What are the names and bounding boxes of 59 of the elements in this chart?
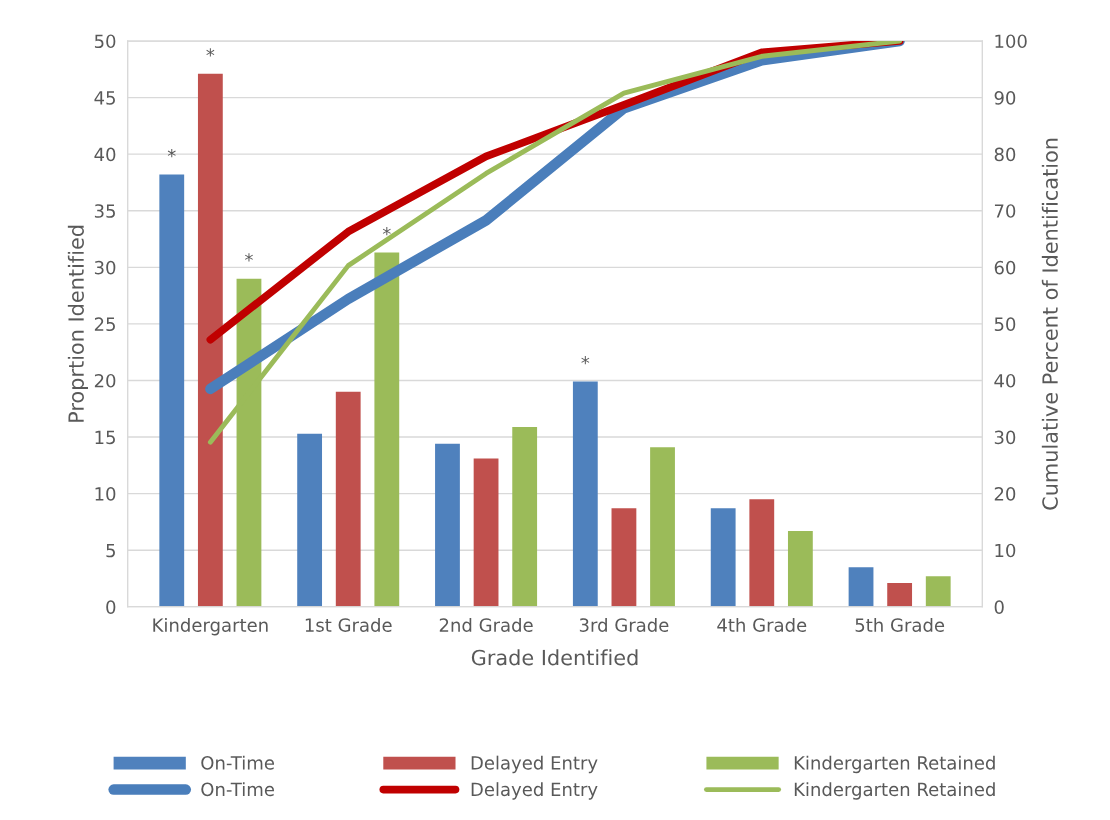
bar: [512, 426, 538, 607]
y-axis-title: Proprtion Identified: [67, 225, 89, 422]
bar: [650, 447, 675, 607]
bar: [374, 252, 400, 607]
y-tick-label: 15: [95, 430, 115, 445]
y-tick-label: 25: [94, 317, 115, 332]
y-tick-label: 30: [94, 260, 116, 275]
bar: [925, 576, 951, 607]
y2-tick-label: 40: [994, 373, 1016, 388]
bar: [848, 567, 874, 607]
y2-tick-label: 90: [994, 91, 1016, 105]
data-label: *: [167, 149, 176, 158]
legend-label: Kindergarten Retained: [794, 782, 995, 800]
data-label: *: [206, 48, 215, 57]
bar: [749, 499, 775, 607]
bar: [572, 381, 598, 607]
data-label: *: [581, 356, 590, 365]
bar: [297, 433, 323, 607]
legend-label: On-Time: [201, 782, 274, 797]
y-tick-label: 10: [95, 487, 116, 501]
bar: [787, 530, 813, 607]
y2-tick-label: 60: [994, 260, 1016, 275]
legend-label: Kindergarten Retained: [794, 755, 995, 774]
y-tick-label: 35: [94, 204, 115, 218]
y-tick-label: 50: [94, 34, 116, 49]
bar: [710, 508, 736, 607]
y2-tick-label: 30: [994, 430, 1016, 445]
y2-tick-label: 50: [994, 317, 1016, 332]
bar: [159, 174, 185, 607]
legend-label: Delayed Entry: [471, 755, 598, 774]
y2-tick-label: 70: [994, 204, 1016, 218]
x-tick-label: 2nd Grade: [439, 617, 533, 632]
x-tick-label: 4th Grade: [717, 617, 807, 632]
legend-label: Delayed Entry: [471, 782, 598, 800]
y2-axis-title: Cumulative Percent of Identification: [1041, 138, 1058, 510]
x-tick-label: Kindergarten: [153, 617, 268, 636]
bar: [887, 583, 913, 607]
y-tick-label: 40: [94, 147, 116, 162]
legend-label: On-Time: [201, 755, 274, 770]
bar: [611, 508, 637, 607]
y2-tick-label: 0: [994, 600, 1004, 614]
data-label: *: [382, 227, 391, 236]
x-axis-title: Grade Identified: [471, 649, 638, 666]
bar: [197, 73, 223, 607]
bar: [473, 458, 499, 607]
y2-tick-label: 10: [995, 543, 1016, 558]
y-tick-label: 45: [94, 91, 115, 105]
y-tick-label: 0: [106, 600, 116, 614]
bar: [435, 443, 460, 607]
y2-tick-label: 100: [995, 34, 1027, 49]
y2-tick-label: 20: [994, 487, 1016, 501]
y-tick-label: 5: [106, 543, 115, 558]
y2-tick-label: 80: [994, 147, 1016, 162]
y-tick-label: 20: [94, 373, 116, 388]
x-tick-label: 3rd Grade: [579, 617, 669, 632]
bar: [335, 391, 361, 607]
x-tick-label: 5th Grade: [855, 617, 945, 632]
data-label: *: [244, 253, 253, 262]
x-tick-label: 1st Grade: [305, 617, 392, 632]
